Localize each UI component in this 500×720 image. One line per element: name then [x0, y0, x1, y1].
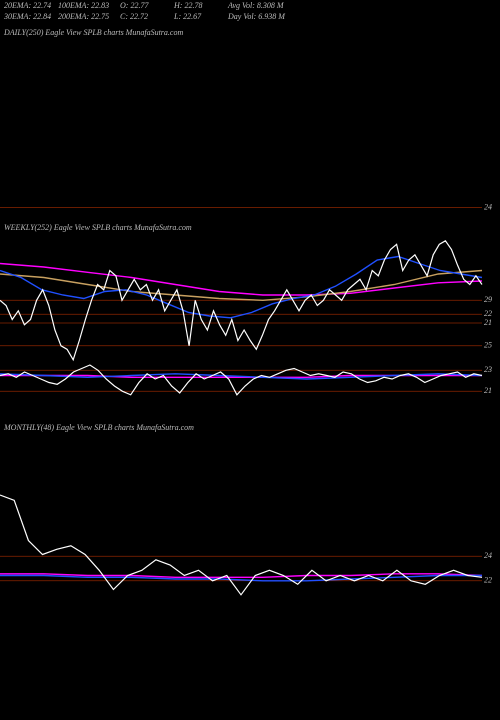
header-stat: O: 22.77: [120, 1, 149, 10]
y-tick-label: 23: [484, 365, 492, 374]
panel-title: DAILY(250) Eagle View SPLB charts Munafa…: [3, 28, 183, 37]
y-tick-label: 24: [484, 551, 492, 560]
header-stat: C: 22.72: [120, 12, 148, 21]
series-line: [0, 240, 483, 362]
header-stat: 20EMA: 22.74: [4, 1, 51, 10]
series-line: [0, 262, 483, 296]
y-tick-label: 21: [484, 318, 492, 327]
header-stat: Day Vol: 6.938 M: [227, 12, 286, 21]
header-stat: 200EMA: 22.75: [58, 12, 109, 21]
series-line: [0, 269, 483, 302]
header-stat: 100EMA: 22.83: [58, 1, 109, 10]
header-stat: H: 22.78: [173, 1, 202, 10]
header-stat: 30EMA: 22.84: [3, 12, 51, 21]
header-stat: L: 22.67: [173, 12, 202, 21]
y-tick-label: 29: [484, 295, 492, 304]
panel-title: MONTHLY(48) Eagle View SPLB charts Munaf…: [3, 423, 194, 432]
series-line: [0, 494, 483, 596]
series-line: [0, 364, 483, 396]
y-tick-label: 22: [484, 576, 492, 585]
y-tick-label: 21: [484, 386, 492, 395]
panel-title: WEEKLY(252) Eagle View SPLB charts Munaf…: [4, 223, 192, 232]
series-line: [0, 574, 482, 582]
series-line: [0, 255, 483, 319]
y-tick-label: 25: [484, 341, 492, 350]
y-tick-label: 24: [484, 202, 492, 211]
header-stat: Avg Vol: 8.308 M: [227, 1, 285, 10]
y-tick-label: 22: [484, 309, 492, 318]
